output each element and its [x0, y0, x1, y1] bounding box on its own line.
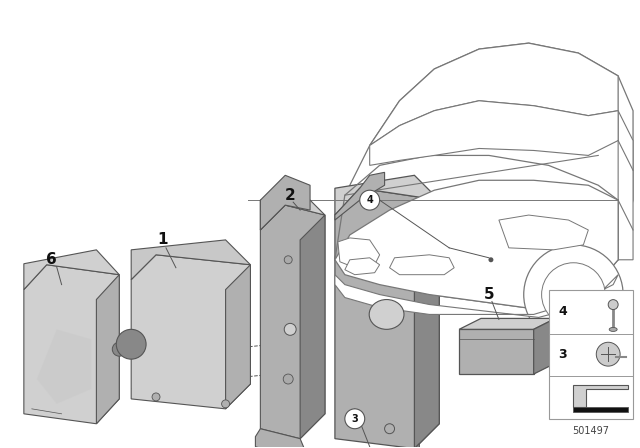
Circle shape [608, 300, 618, 310]
Bar [548, 289, 633, 419]
Circle shape [360, 190, 380, 210]
Polygon shape [260, 190, 325, 230]
Text: 4: 4 [366, 195, 373, 205]
Circle shape [488, 257, 493, 262]
Polygon shape [260, 175, 310, 230]
Circle shape [541, 263, 605, 326]
Polygon shape [260, 205, 325, 439]
Polygon shape [225, 265, 250, 409]
Polygon shape [573, 385, 628, 407]
Polygon shape [499, 215, 588, 250]
Polygon shape [335, 43, 633, 310]
Circle shape [116, 329, 146, 359]
Polygon shape [415, 200, 439, 448]
Text: 3: 3 [351, 414, 358, 424]
Polygon shape [335, 172, 385, 220]
Polygon shape [415, 444, 419, 448]
Polygon shape [24, 250, 119, 289]
Polygon shape [255, 429, 305, 448]
Text: 1: 1 [157, 233, 168, 247]
Text: 501497: 501497 [572, 426, 609, 436]
Circle shape [284, 374, 293, 384]
Circle shape [112, 342, 126, 356]
Polygon shape [24, 265, 119, 424]
Text: 5: 5 [484, 287, 494, 302]
Polygon shape [618, 111, 633, 260]
Polygon shape [459, 329, 534, 374]
Circle shape [284, 256, 292, 264]
Polygon shape [370, 101, 618, 165]
Circle shape [385, 424, 394, 434]
Circle shape [152, 393, 160, 401]
Text: 6: 6 [46, 252, 57, 267]
Polygon shape [345, 258, 380, 275]
Text: 4: 4 [558, 305, 567, 318]
Ellipse shape [369, 300, 404, 329]
Polygon shape [370, 43, 618, 146]
Polygon shape [534, 319, 556, 374]
Polygon shape [335, 275, 618, 318]
Polygon shape [459, 319, 556, 329]
Bar [573, 407, 628, 412]
Polygon shape [131, 240, 250, 280]
Text: 3: 3 [558, 348, 567, 361]
Ellipse shape [609, 327, 617, 332]
Text: 2: 2 [285, 188, 296, 202]
Polygon shape [335, 175, 439, 215]
Polygon shape [335, 180, 618, 310]
Circle shape [345, 409, 365, 429]
Polygon shape [390, 255, 454, 275]
Circle shape [221, 400, 230, 408]
Circle shape [524, 245, 623, 344]
Polygon shape [300, 215, 325, 439]
Circle shape [596, 342, 620, 366]
Polygon shape [335, 188, 439, 448]
Circle shape [284, 323, 296, 335]
Polygon shape [36, 329, 92, 404]
Polygon shape [131, 255, 250, 409]
Polygon shape [97, 275, 119, 424]
Polygon shape [338, 238, 380, 268]
